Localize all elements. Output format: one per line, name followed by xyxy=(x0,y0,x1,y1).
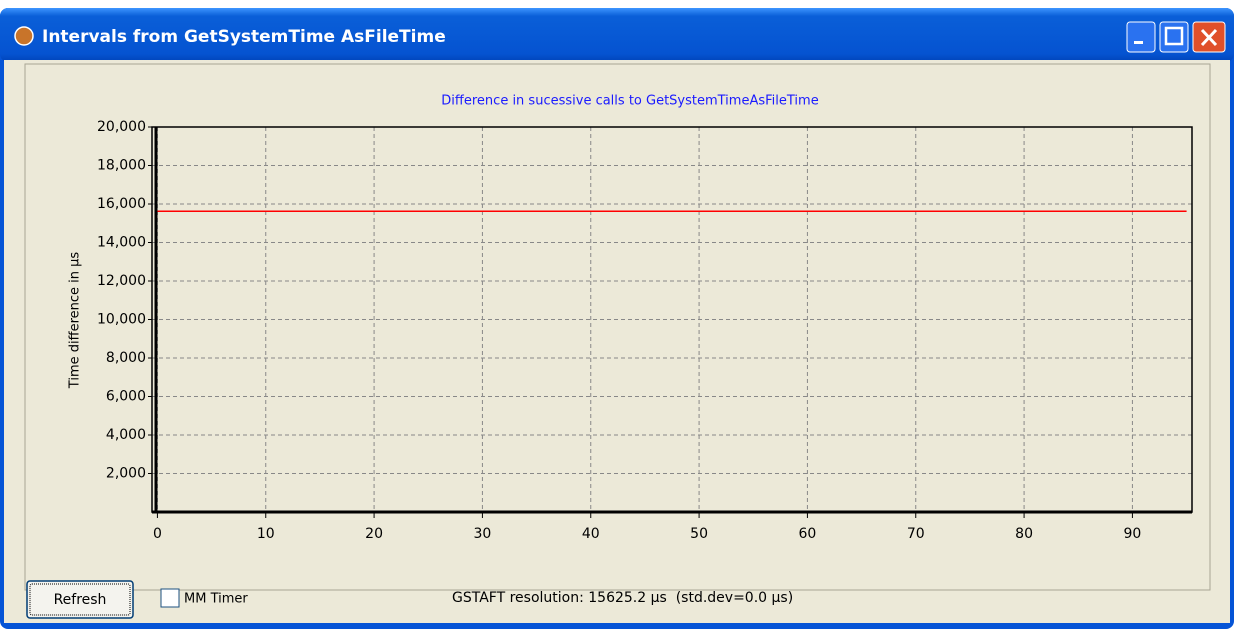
x-tick-label: 50 xyxy=(690,526,708,542)
x-tick-label: 60 xyxy=(799,526,817,542)
y-tick-label: 2,000 xyxy=(106,466,146,482)
y-axis-label: Time difference in µs xyxy=(68,252,83,390)
x-tick-label: 0 xyxy=(153,526,162,542)
x-tick-label: 90 xyxy=(1124,526,1142,542)
y-tick-label: 8,000 xyxy=(106,350,146,366)
minimize-button[interactable] xyxy=(1126,21,1156,53)
x-tick-label: 30 xyxy=(474,526,492,542)
app-icon xyxy=(14,26,34,46)
maximize-button[interactable] xyxy=(1159,21,1189,53)
x-tick-label: 40 xyxy=(582,526,600,542)
y-tick-label: 4,000 xyxy=(106,427,146,443)
x-tick-label: 20 xyxy=(365,526,383,542)
y-tick-label: 14,000 xyxy=(97,235,146,251)
y-tick-label: 16,000 xyxy=(97,196,146,212)
y-tick-label: 10,000 xyxy=(97,312,146,328)
mm-timer-checkbox[interactable] xyxy=(160,588,180,608)
x-tick-label: 70 xyxy=(907,526,925,542)
title-bar xyxy=(0,8,1234,62)
chart-title: Difference in sucessive calls to GetSyst… xyxy=(441,94,818,109)
window-title: Intervals from GetSystemTime AsFileTime xyxy=(42,27,446,47)
y-tick-label: 18,000 xyxy=(97,158,146,174)
y-tick-label: 20,000 xyxy=(97,119,146,135)
y-tick-label: 12,000 xyxy=(97,273,146,289)
refresh-button[interactable]: Refresh xyxy=(26,580,134,619)
x-tick-label: 80 xyxy=(1015,526,1033,542)
mm-timer-label[interactable]: MM Timer xyxy=(184,592,248,607)
close-button[interactable] xyxy=(1192,21,1226,53)
status-text: GSTAFT resolution: 15625.2 µs (std.dev=0… xyxy=(452,590,793,606)
refresh-label[interactable]: Refresh xyxy=(54,592,107,608)
x-tick-label: 10 xyxy=(257,526,275,542)
y-tick-label: 6,000 xyxy=(106,389,146,405)
